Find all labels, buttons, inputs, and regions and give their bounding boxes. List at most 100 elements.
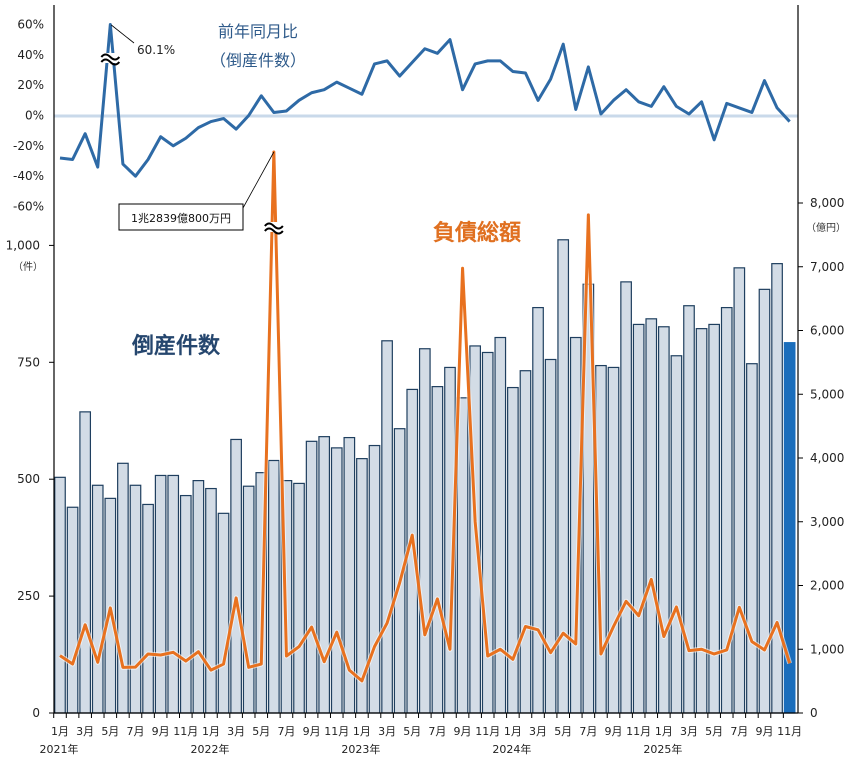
month-label: 11月 bbox=[777, 725, 802, 738]
month-label: 5月 bbox=[554, 725, 572, 738]
bar-20 bbox=[294, 483, 305, 713]
bar-39 bbox=[533, 308, 544, 713]
year-label: 2024年 bbox=[492, 742, 531, 756]
yoy-tick-label: 20% bbox=[17, 78, 44, 92]
month-label: 3月 bbox=[680, 725, 698, 738]
yoy-tick-label: 40% bbox=[17, 48, 44, 62]
bar-47 bbox=[633, 324, 644, 713]
yoy-callout-line bbox=[111, 25, 134, 43]
month-label: 1月 bbox=[202, 725, 220, 738]
left-tick-label: 250 bbox=[17, 589, 40, 603]
yoy-title: 前年同月比 bbox=[218, 22, 298, 41]
month-label: 3月 bbox=[227, 725, 245, 738]
bar-13 bbox=[206, 489, 217, 713]
bar-9 bbox=[155, 475, 166, 713]
month-label: 1月 bbox=[51, 725, 69, 738]
bar-52 bbox=[696, 329, 707, 713]
bar-12 bbox=[193, 481, 204, 713]
right-axis-unit: （億円） bbox=[806, 221, 846, 234]
month-label: 11月 bbox=[324, 725, 349, 738]
bar-22 bbox=[319, 437, 330, 713]
month-label: 11月 bbox=[173, 725, 198, 738]
year-label: 2025年 bbox=[643, 742, 682, 756]
month-label: 3月 bbox=[76, 725, 94, 738]
bar-30 bbox=[420, 349, 431, 713]
bar-48 bbox=[646, 319, 657, 713]
month-label: 5月 bbox=[705, 725, 723, 738]
month-label: 7月 bbox=[730, 725, 748, 738]
right-tick-label: 4,000 bbox=[810, 451, 844, 465]
month-label: 7月 bbox=[126, 725, 144, 738]
left-axis-unit: （件） bbox=[13, 261, 43, 273]
month-label: 9月 bbox=[755, 725, 773, 738]
bar-2 bbox=[67, 507, 78, 713]
right-tick-label: 5,000 bbox=[810, 387, 844, 401]
yoy-tick-label: -60% bbox=[13, 200, 44, 214]
yoy-tick-label: 60% bbox=[17, 17, 44, 31]
month-label: 7月 bbox=[428, 725, 446, 738]
bar-56 bbox=[747, 364, 758, 713]
liabilities-callout-line bbox=[243, 152, 274, 208]
yoy-tick-label: 0% bbox=[25, 109, 44, 123]
month-label: 9月 bbox=[152, 725, 170, 738]
right-tick-label: 3,000 bbox=[810, 515, 844, 529]
bar-7 bbox=[130, 485, 141, 713]
right-tick-label: 1,000 bbox=[810, 642, 844, 656]
bar-6 bbox=[118, 463, 128, 713]
bar-1 bbox=[55, 477, 66, 713]
month-label: 1月 bbox=[504, 725, 522, 738]
left-tick-label: 500 bbox=[17, 472, 40, 486]
bar-31 bbox=[432, 387, 443, 713]
month-label: 7月 bbox=[579, 725, 597, 738]
month-label: 3月 bbox=[529, 725, 547, 738]
right-tick-label: 2,000 bbox=[810, 579, 844, 593]
year-label: 2021年 bbox=[40, 742, 79, 756]
bar-49 bbox=[659, 327, 670, 713]
year-label: 2023年 bbox=[341, 742, 380, 756]
month-label: 9月 bbox=[605, 725, 623, 738]
right-tick-label: 7,000 bbox=[810, 260, 844, 274]
yoy-tick-label: -40% bbox=[13, 169, 44, 183]
bar-35 bbox=[482, 352, 493, 713]
liabilities-peak-annotation: 1兆2839億800万円 bbox=[131, 212, 231, 225]
bar-18 bbox=[269, 460, 280, 713]
month-label: 5月 bbox=[252, 725, 270, 738]
bar-23 bbox=[332, 448, 343, 713]
month-label: 1月 bbox=[655, 725, 673, 738]
bar-58 bbox=[772, 264, 783, 713]
bar-37 bbox=[508, 388, 519, 713]
bar-27 bbox=[382, 341, 393, 713]
bar-3 bbox=[80, 412, 91, 713]
yoy-peak-annotation: 60.1% bbox=[137, 43, 175, 57]
bar-16 bbox=[243, 486, 254, 713]
bar-8 bbox=[143, 504, 154, 713]
bar-46 bbox=[621, 282, 632, 713]
month-label: 11月 bbox=[626, 725, 651, 738]
bar-14 bbox=[218, 513, 229, 713]
left-tick-label: 1,000 bbox=[6, 238, 40, 252]
left-tick-label: 750 bbox=[17, 355, 40, 369]
bar-4 bbox=[92, 485, 103, 713]
month-label: 1月 bbox=[353, 725, 371, 738]
liabilities-series-label: 負債総額 bbox=[433, 220, 521, 246]
bar-10 bbox=[168, 475, 179, 713]
bar-11 bbox=[181, 496, 192, 713]
bar-55 bbox=[734, 268, 745, 713]
yoy-subtitle: （倒産件数） bbox=[210, 51, 306, 70]
right-tick-label: 0 bbox=[810, 706, 818, 720]
right-tick-label: 6,000 bbox=[810, 324, 844, 338]
month-label: 11月 bbox=[475, 725, 500, 738]
month-label: 3月 bbox=[378, 725, 396, 738]
bar-21 bbox=[306, 441, 317, 713]
left-tick-label: 0 bbox=[32, 706, 40, 720]
bar-15 bbox=[231, 439, 242, 713]
month-label: 5月 bbox=[101, 725, 119, 738]
year-label: 2022年 bbox=[190, 742, 229, 756]
bar-26 bbox=[369, 446, 380, 713]
bars-series-label: 倒産件数 bbox=[131, 333, 221, 359]
yoy-tick-label: -20% bbox=[13, 139, 44, 153]
month-label: 9月 bbox=[454, 725, 472, 738]
month-label: 9月 bbox=[303, 725, 321, 738]
bar-38 bbox=[520, 371, 531, 713]
month-label: 5月 bbox=[403, 725, 421, 738]
